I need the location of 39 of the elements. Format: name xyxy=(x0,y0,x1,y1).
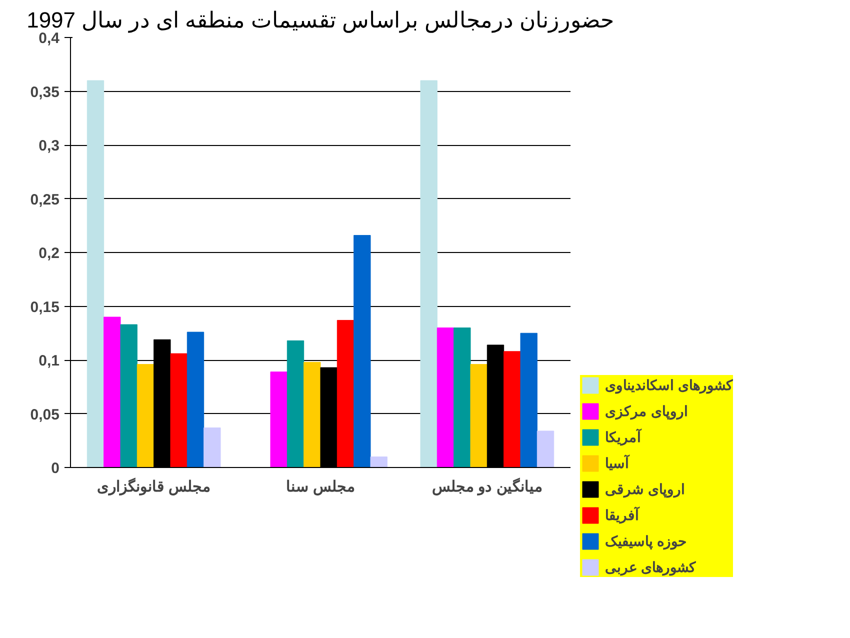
bar xyxy=(270,372,288,468)
bar xyxy=(454,328,471,468)
y-tick-label: 0,05 xyxy=(30,406,60,424)
y-tick-label: 0 xyxy=(51,460,60,477)
bar xyxy=(470,364,488,468)
bar xyxy=(420,80,438,468)
bar xyxy=(370,456,388,468)
legend-label: اروپای مرکزی xyxy=(605,403,688,419)
legend-label: آسیا xyxy=(605,455,629,471)
bar xyxy=(286,340,304,468)
bar xyxy=(170,353,188,468)
legend-label: آمریکا xyxy=(605,429,641,445)
bar xyxy=(186,332,204,468)
legend-label: کشورهای عربی xyxy=(605,559,696,575)
bar xyxy=(136,364,154,468)
bar xyxy=(436,328,454,468)
bar xyxy=(304,362,321,468)
y-tick-label: 0,1 xyxy=(38,352,60,370)
bar xyxy=(336,320,354,468)
bar xyxy=(504,351,521,468)
bar xyxy=(536,430,554,468)
y-tick-label: 0,3 xyxy=(38,138,60,154)
bar xyxy=(520,332,538,468)
x-tick-label: مجلس قانونگزاری xyxy=(97,478,210,496)
bar xyxy=(354,235,371,468)
legend-label: اروپای شرقی xyxy=(605,481,685,497)
y-tick-label: 0,35 xyxy=(30,84,60,101)
y-tick-label: 0,25 xyxy=(30,191,60,208)
legend-label: حوزه پاسیفیک xyxy=(605,533,687,549)
x-tick-label: میانگین دو مجلس xyxy=(432,478,542,496)
bar xyxy=(120,324,138,468)
y-tick-label: 0,2 xyxy=(38,245,60,262)
legend-label: آفریقا xyxy=(605,507,639,523)
bar xyxy=(104,316,121,468)
bar xyxy=(204,427,221,468)
legend-label: کشورهای اسکاندیناوی xyxy=(605,377,733,393)
bar xyxy=(86,80,104,468)
x-tick-label: مجلس سنا xyxy=(286,478,356,496)
y-tick-label: 0,15 xyxy=(30,298,60,316)
